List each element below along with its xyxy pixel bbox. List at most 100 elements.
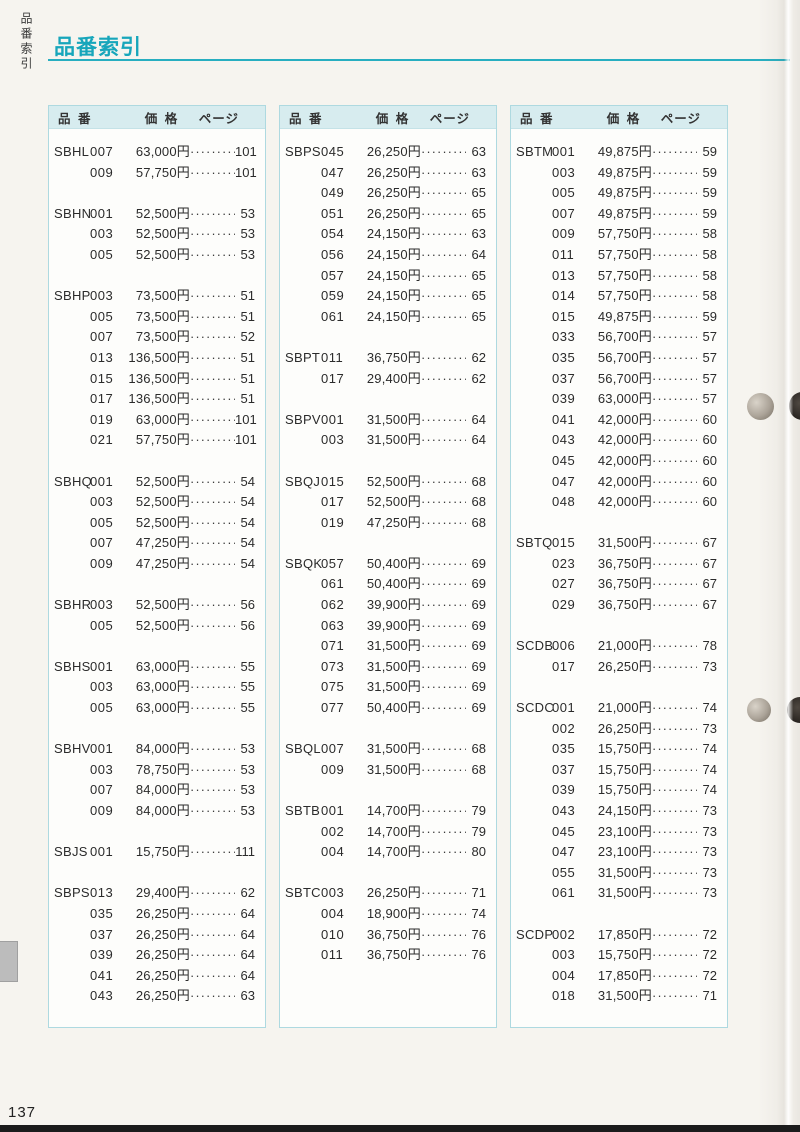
part-group	[54, 513, 90, 534]
table-row: 018 31,500円 ········· 71	[511, 986, 727, 1007]
dot-leader: ·········	[652, 597, 697, 613]
spacer-row	[511, 616, 727, 637]
price: 73,500円	[135, 329, 190, 345]
page-reference: 79	[471, 823, 486, 839]
table-row: 010 36,750円 ········· 76	[280, 925, 496, 946]
price: 15,750円	[135, 844, 190, 860]
part-group	[516, 430, 552, 451]
dot-leader: ·········	[652, 452, 697, 468]
page-reference: 73	[702, 803, 717, 818]
spacer-row	[49, 822, 265, 843]
page-reference: 71	[702, 988, 717, 1004]
page-reference: 51	[240, 288, 255, 304]
part-group	[516, 204, 552, 225]
part-number: 023	[552, 555, 576, 571]
page-reference: 51	[240, 391, 255, 407]
part-number: 001	[90, 205, 114, 221]
price: 49,875円	[597, 185, 652, 201]
page-reference: 58	[702, 288, 717, 304]
part-number: 047	[321, 164, 345, 180]
table-row: 043 26,250円 ········· 63	[49, 986, 265, 1007]
dot-leader: ·········	[190, 226, 235, 242]
page-reference: 74	[702, 741, 717, 757]
page-reference: 74	[702, 782, 717, 798]
dot-leader: ·········	[421, 597, 466, 613]
price: 52,500円	[135, 597, 190, 613]
price: 24,150円	[366, 226, 421, 242]
price: 31,500円	[366, 411, 421, 427]
part-number: 009	[90, 164, 114, 180]
page-reference: 67	[702, 535, 717, 551]
table-row: 002 14,700円 ········· 79	[280, 822, 496, 843]
table-row: 037 26,250円 ········· 64	[49, 925, 265, 946]
page-reference: 55	[240, 658, 255, 674]
price: 63,000円	[597, 391, 652, 407]
part-number: 015	[321, 473, 345, 489]
part-number: 039	[90, 947, 114, 963]
part-group	[285, 945, 321, 966]
part-number: 047	[552, 473, 576, 489]
part-group	[285, 204, 321, 225]
page-reference: 69	[471, 679, 486, 695]
dot-leader: ·········	[421, 803, 466, 818]
dot-leader: ·········	[421, 494, 466, 510]
price: 52,500円	[135, 494, 190, 510]
page-reference: 59	[702, 205, 717, 221]
table-row: SBHN 001 52,500円 ········· 53	[49, 204, 265, 225]
price: 84,000円	[135, 803, 190, 818]
dot-leader: ·········	[190, 700, 235, 716]
part-number: 003	[90, 288, 114, 304]
page-reference: 63	[471, 226, 486, 242]
page-reference: 68	[471, 473, 486, 489]
page-edge-hole-top	[789, 392, 800, 420]
part-group	[285, 430, 321, 451]
dot-leader: ·········	[421, 555, 466, 571]
spacer-row	[511, 677, 727, 698]
page-reference: 51	[240, 370, 255, 386]
spacer-row	[280, 389, 496, 410]
price: 136,500円	[128, 370, 190, 386]
column-header: 品 番 価 格 ページ	[511, 106, 727, 129]
page-reference: 101	[235, 164, 257, 180]
part-group	[54, 966, 90, 987]
page-reference: 59	[702, 185, 717, 201]
page-reference: 68	[471, 514, 486, 530]
part-group: SBQL	[285, 741, 321, 757]
part-number: 001	[321, 411, 345, 427]
part-group	[516, 719, 552, 740]
price: 17,850円	[597, 967, 652, 983]
dot-leader: ·········	[421, 411, 466, 427]
page-reference: 80	[471, 844, 486, 860]
dot-leader: ·········	[421, 761, 466, 777]
dot-leader: ·········	[190, 658, 235, 674]
part-group	[285, 842, 321, 863]
page-reference: 74	[702, 700, 717, 716]
part-group	[54, 410, 90, 431]
part-number: 035	[552, 741, 576, 757]
page-reference: 63	[471, 164, 486, 180]
page-reference: 65	[471, 205, 486, 221]
table-row: 037 15,750円 ········· 74	[511, 760, 727, 781]
page-reference: 101	[235, 411, 257, 427]
table-row: 063 39,900円 ········· 69	[280, 616, 496, 637]
part-number: 043	[552, 803, 576, 818]
page-reference: 64	[471, 246, 486, 262]
page-reference: 64	[240, 967, 255, 983]
dot-leader: ·········	[652, 988, 697, 1004]
dot-leader: ·········	[652, 391, 697, 407]
page-reference: 69	[471, 658, 486, 674]
part-number: 002	[321, 823, 345, 839]
table-row: 047 26,250円 ········· 63	[280, 163, 496, 184]
page-reference: 79	[471, 803, 486, 818]
header-page: ページ	[198, 111, 239, 126]
dot-leader: ·········	[190, 535, 235, 551]
page-reference: 58	[702, 226, 717, 242]
page-reference: 73	[702, 823, 717, 839]
page-reference: 54	[240, 535, 255, 551]
page-reference: 53	[240, 226, 255, 242]
part-number: 001	[552, 144, 576, 159]
price: 47,250円	[366, 514, 421, 530]
table-row: SBHS 001 63,000円 ········· 55	[49, 657, 265, 678]
part-group	[285, 760, 321, 781]
spacer-row	[511, 513, 727, 534]
